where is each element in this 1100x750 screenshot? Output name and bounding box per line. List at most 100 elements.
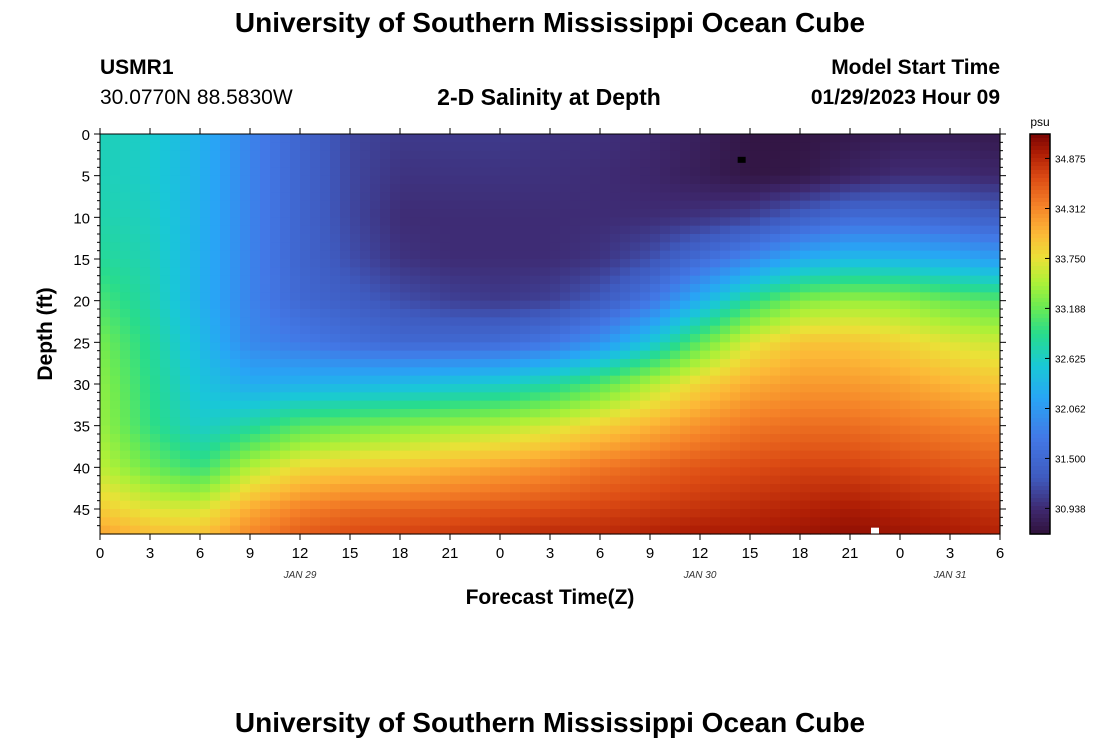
heatmap-cell — [790, 250, 801, 260]
heatmap-cell — [950, 159, 961, 168]
heatmap-cell — [740, 292, 751, 302]
heatmap-cell — [240, 392, 251, 402]
heatmap-cell — [150, 167, 161, 177]
heatmap-cell — [200, 225, 211, 235]
heatmap-cell — [890, 517, 901, 527]
heatmap-cell — [590, 467, 601, 477]
colorbar-band — [1030, 302, 1050, 307]
heatmap-cell — [310, 242, 321, 252]
heatmap-cell — [430, 409, 441, 418]
heatmap-cell — [670, 350, 681, 360]
heatmap-cell — [340, 317, 351, 327]
heatmap-cell — [800, 250, 811, 260]
heatmap-cell — [120, 200, 131, 210]
heatmap-cell — [940, 500, 951, 510]
heatmap-cell — [510, 217, 521, 227]
heatmap-cell — [760, 525, 771, 535]
heatmap-cell — [730, 142, 741, 152]
heatmap-cell — [270, 334, 281, 343]
heatmap-cell — [180, 484, 191, 493]
heatmap-cell — [310, 359, 321, 368]
colorbar-band — [1030, 138, 1050, 143]
heatmap-cell — [520, 142, 531, 152]
colorbar-band — [1030, 462, 1050, 467]
heatmap-cell — [420, 217, 431, 227]
heatmap-cell — [830, 400, 841, 410]
heatmap-cell — [950, 400, 961, 410]
heatmap-cell — [800, 342, 811, 352]
heatmap-cell — [180, 242, 191, 252]
heatmap-cell — [770, 200, 781, 210]
heatmap-cell — [750, 267, 761, 277]
heatmap-cell — [870, 392, 881, 402]
heatmap-cell — [910, 434, 921, 443]
heatmap-cell — [230, 434, 241, 443]
heatmap-cell — [210, 342, 221, 352]
heatmap-cell — [240, 175, 251, 185]
heatmap-cell — [970, 342, 981, 352]
heatmap-cell — [240, 225, 251, 235]
heatmap-cell — [840, 459, 851, 468]
heatmap-cell — [850, 167, 861, 177]
heatmap-cell — [690, 275, 701, 285]
heatmap-cell — [910, 409, 921, 418]
heatmap-cell — [370, 292, 381, 302]
heatmap-cell — [910, 217, 921, 227]
heatmap-cell — [270, 142, 281, 152]
heatmap-cell — [910, 459, 921, 468]
heatmap-cell — [490, 325, 501, 335]
heatmap-cell — [420, 134, 431, 143]
heatmap-cell — [610, 350, 621, 360]
heatmap-cell — [600, 167, 611, 177]
heatmap-cell — [470, 375, 481, 385]
heatmap-cell — [220, 400, 231, 410]
heatmap-cell — [480, 250, 491, 260]
heatmap-cell — [850, 209, 861, 218]
heatmap-cell — [910, 475, 921, 485]
heatmap-cell — [440, 167, 451, 177]
heatmap-cell — [960, 200, 971, 210]
heatmap-cell — [350, 259, 361, 268]
heatmap-cell — [690, 517, 701, 527]
heatmap-cell — [180, 234, 191, 243]
heatmap-cell — [690, 425, 701, 435]
heatmap-cell — [780, 400, 791, 410]
heatmap-cell — [880, 259, 891, 268]
heatmap-cell — [860, 309, 871, 318]
heatmap-cell — [920, 200, 931, 210]
heatmap-cell — [380, 242, 391, 252]
heatmap-cell — [990, 234, 1001, 243]
heatmap-cell — [510, 250, 521, 260]
heatmap-cell — [920, 250, 931, 260]
heatmap-cell — [640, 284, 651, 293]
heatmap-cell — [490, 317, 501, 327]
heatmap-cell — [580, 359, 591, 368]
heatmap-cell — [400, 450, 411, 460]
heatmap-cell — [680, 350, 691, 360]
heatmap-cell — [580, 417, 591, 427]
heatmap-cell — [700, 492, 711, 502]
heatmap-cell — [270, 217, 281, 227]
heatmap-cell — [430, 334, 441, 343]
heatmap-cell — [740, 475, 751, 485]
heatmap-cell — [230, 384, 241, 393]
heatmap-cell — [870, 367, 881, 377]
colorbar-band — [1030, 386, 1050, 391]
heatmap-cell — [970, 159, 981, 168]
heatmap-cell — [720, 317, 731, 327]
heatmap-cell — [820, 175, 831, 185]
heatmap-cell — [410, 517, 421, 527]
heatmap-cell — [310, 417, 321, 427]
heatmap-cell — [170, 342, 181, 352]
heatmap-cell — [910, 350, 921, 360]
heatmap-cell — [710, 267, 721, 277]
heatmap-cell — [450, 325, 461, 335]
heatmap-cell — [200, 184, 211, 193]
heatmap-cell — [330, 200, 341, 210]
heatmap-cell — [660, 209, 671, 218]
heatmap-cell — [900, 484, 911, 493]
heatmap-cell — [900, 417, 911, 427]
heatmap-cell — [900, 259, 911, 268]
heatmap-cell — [120, 184, 131, 193]
heatmap-cell — [840, 242, 851, 252]
